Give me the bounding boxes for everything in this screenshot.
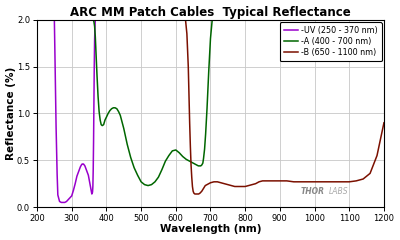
-UV (250 - 370 nm) [74,175,79,178]
-UV (250 - 370 nm) [54,126,58,129]
-B (650 - 1100 nm) [267,180,272,182]
-UV (250 - 370 nm) [59,201,64,204]
-UV (250 - 370 nm) [62,201,67,204]
-A (400 - 700 nm) [135,174,140,177]
-UV (250 - 370 nm) [71,189,76,192]
-UV (250 - 370 nm) [91,168,96,171]
-UV (250 - 370 nm) [64,200,69,203]
-UV (250 - 370 nm) [56,193,60,196]
-UV (250 - 370 nm) [82,164,87,167]
-UV (250 - 370 nm) [87,181,92,184]
-B (650 - 1100 nm) [270,180,275,182]
-UV (250 - 370 nm) [91,140,96,143]
-UV (250 - 370 nm) [61,201,66,204]
-A (400 - 700 nm) [213,18,218,21]
-UV (250 - 370 nm) [93,18,98,21]
-B (650 - 1100 nm) [382,121,386,124]
-UV (250 - 370 nm) [88,185,93,188]
-UV (250 - 370 nm) [55,173,60,176]
-UV (250 - 370 nm) [92,39,97,42]
Line: -UV (250 - 370 nm): -UV (250 - 370 nm) [54,20,96,202]
-UV (250 - 370 nm) [53,60,58,63]
-B (650 - 1100 nm) [186,65,191,68]
Text: THOR: THOR [301,187,325,196]
-UV (250 - 370 nm) [92,103,96,106]
-UV (250 - 370 nm) [90,191,95,193]
-A (400 - 700 nm) [212,18,216,21]
X-axis label: Wavelength (nm): Wavelength (nm) [160,224,261,234]
Text: LABS: LABS [328,187,348,196]
-UV (250 - 370 nm) [80,162,85,165]
-B (650 - 1100 nm) [186,93,191,96]
-A (400 - 700 nm) [109,107,114,110]
-UV (250 - 370 nm) [82,163,86,166]
-UV (250 - 370 nm) [57,200,62,203]
-UV (250 - 370 nm) [66,198,71,201]
-UV (250 - 370 nm) [85,172,90,175]
-UV (250 - 370 nm) [69,194,74,197]
-A (400 - 700 nm) [106,112,110,115]
-B (650 - 1100 nm) [218,181,223,184]
-UV (250 - 370 nm) [78,165,83,168]
-A (400 - 700 nm) [187,160,192,163]
-UV (250 - 370 nm) [87,178,92,180]
-UV (250 - 370 nm) [90,192,94,195]
-UV (250 - 370 nm) [90,185,95,188]
-A (400 - 700 nm) [142,183,147,186]
-A (400 - 700 nm) [146,184,150,187]
-B (650 - 1100 nm) [198,192,202,194]
-UV (250 - 370 nm) [68,196,72,199]
-UV (250 - 370 nm) [83,166,88,169]
Legend: -UV (250 - 370 nm), -A (400 - 700 nm), -B (650 - 1100 nm): -UV (250 - 370 nm), -A (400 - 700 nm), -… [280,22,382,61]
-UV (250 - 370 nm) [84,168,89,171]
-UV (250 - 370 nm) [92,65,97,68]
-UV (250 - 370 nm) [94,18,98,21]
-B (650 - 1100 nm) [183,18,188,21]
-UV (250 - 370 nm) [80,162,84,165]
-UV (250 - 370 nm) [89,189,94,192]
-UV (250 - 370 nm) [93,18,98,21]
-UV (250 - 370 nm) [92,26,97,29]
-UV (250 - 370 nm) [76,170,81,173]
-UV (250 - 370 nm) [81,162,86,165]
Title: ARC MM Patch Cables  Typical Reflectance: ARC MM Patch Cables Typical Reflectance [70,6,351,18]
-B (650 - 1100 nm) [192,192,197,195]
Line: -A (400 - 700 nm): -A (400 - 700 nm) [91,20,216,186]
Y-axis label: Reflectance (%): Reflectance (%) [6,67,16,160]
-A (400 - 700 nm) [88,18,93,21]
-UV (250 - 370 nm) [52,18,57,21]
-UV (250 - 370 nm) [86,174,91,177]
Line: -B (650 - 1100 nm): -B (650 - 1100 nm) [186,20,384,194]
-UV (250 - 370 nm) [84,170,89,173]
-UV (250 - 370 nm) [79,163,84,166]
-UV (250 - 370 nm) [73,182,78,185]
